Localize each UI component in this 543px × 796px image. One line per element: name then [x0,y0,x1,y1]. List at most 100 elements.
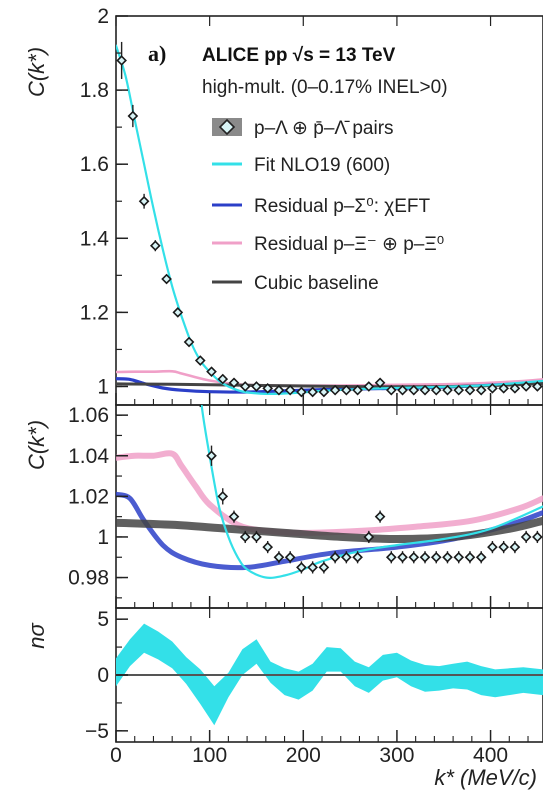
top-data-point [430,384,442,396]
middle-data-point [520,531,532,543]
top-data-point [487,382,498,394]
middle-data-point [408,551,420,563]
middle-data-point [363,531,375,543]
top-data-point [520,381,532,392]
middle-data-point [251,531,262,543]
legend-entry-sigma: Residual p–Σ⁰: χEFT [254,196,431,217]
middle-data-point [498,541,510,553]
top-data-point [183,336,195,348]
middle-y-axis-label: C(k*) [24,420,49,470]
top-data-point [149,240,161,252]
top-data-point [385,384,397,396]
top-data-point [464,384,476,396]
y-tick-label: −5 [85,720,109,743]
title-line-2: high-mult. (0–0.17% INEL>0) [202,77,448,98]
top-data-point [408,384,420,396]
x-tick-label: 400 [473,744,508,767]
middle-data-point [509,541,521,553]
middle-data-point [329,551,341,563]
y-tick-label: 2 [97,5,109,28]
top-data-point [194,355,206,366]
top-data-point [509,382,521,394]
top-data-point [127,110,139,122]
top-data-point [228,377,240,389]
middle-panel-plot [116,127,543,579]
top-y-axis-label: C(k*) [24,47,49,97]
x-tick-label: 200 [286,744,321,767]
top-data-point [284,384,296,396]
top-data-point [251,381,262,392]
y-tick-label: 1 [97,526,109,549]
top-data-point [239,381,251,392]
top-data-point [498,382,510,394]
y-tick-label: 0 [97,664,109,687]
top-data-point [397,384,408,396]
top-data-point [363,381,375,392]
middle-data-point [487,541,498,553]
middle-data-point [239,531,251,543]
top-data-point [161,273,172,285]
x-axis-label: k* (MeV/c) [434,765,537,790]
middle-data-point [341,551,352,563]
middle-data-point [374,511,386,522]
y-tick-label: 1.2 [80,301,109,324]
middle-data-point [185,289,193,297]
middle-data-point [318,562,330,573]
middle-data-point [307,562,318,573]
bottom-y-axis-label: nσ [24,623,49,649]
x-tick-label: 300 [379,744,414,767]
middle-data-point [174,127,182,135]
middle-data-point [532,531,543,543]
x-tick-label: 0 [110,744,122,767]
middle-data-point [385,551,397,563]
middle-data-point [284,551,296,563]
top-data-point [532,381,543,392]
top-data-point [442,384,453,396]
middle-data-point [296,562,307,573]
top-data-point [116,55,127,66]
top-data-point [475,384,487,396]
middle-data-point [206,450,217,462]
middle-data-point [442,551,453,563]
legend-entry-fit: Fit NLO19 (600) [254,155,390,176]
top-data-point [329,384,341,396]
y-tick-label: 1.8 [80,79,109,102]
top-data-point [453,384,465,396]
middle-panel-frame [115,404,543,609]
middle-data-point [475,551,487,563]
bottom-panel-plot [116,623,543,726]
y-tick-label: 1.6 [80,153,109,176]
middle-data-point [228,511,240,522]
middle-data-point [352,551,363,563]
top-data-point [307,386,318,398]
x-tick-label: 100 [192,744,227,767]
middle-data-point [453,551,465,563]
top-data-point [138,195,150,207]
top-data-point [341,384,352,396]
top-data-point [217,373,229,385]
legend-entry-baseline: Cubic baseline [254,273,379,294]
top-curve-fit-nlo19-600- [116,44,543,396]
middle-curve-fit-nlo19-600- [200,405,543,579]
legend-entry-xi: Residual p–Ξ⁻ ⊕ p–Ξ⁰ [254,234,444,255]
nsigma-band [116,623,543,726]
top-data-point [273,384,285,396]
middle-data-point [273,551,285,563]
top-data-point [206,366,217,377]
top-data-point [172,307,184,318]
top-data-point [352,384,363,396]
legend-entry-data: p–Λ ⊕ p̄–Λ̄ pairs [254,118,394,139]
panel-label: a) [148,41,166,66]
top-data-point [318,386,330,398]
top-panel-plot [116,41,543,398]
y-tick-label: 1.4 [80,227,110,250]
y-tick-label: 1.06 [68,404,109,427]
top-data-point [262,382,274,394]
y-tick-label: 1.02 [68,485,109,508]
middle-data-point [464,551,476,563]
middle-data-point [262,541,274,553]
middle-data-point [217,491,229,502]
middle-data-point [430,551,442,563]
y-tick-label: 1.04 [68,445,109,468]
